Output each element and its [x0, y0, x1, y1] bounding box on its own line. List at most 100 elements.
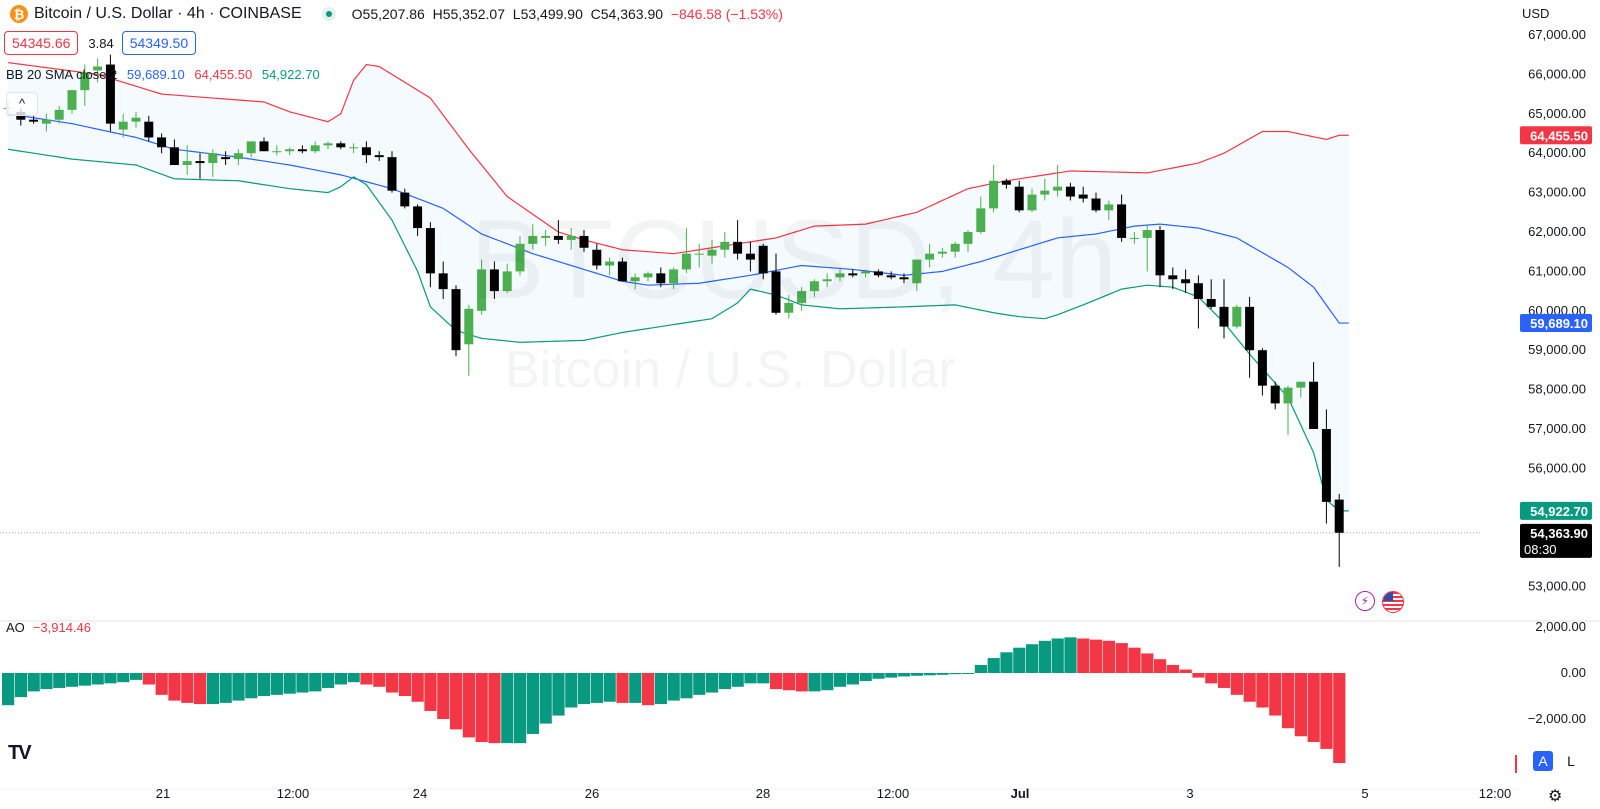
collapse-legend-button[interactable]: ^ — [6, 92, 38, 116]
candle-body[interactable] — [579, 235, 589, 248]
candle-body[interactable] — [1257, 350, 1267, 386]
candle-body[interactable] — [733, 241, 743, 254]
candle-body[interactable] — [93, 66, 103, 71]
candle-body[interactable] — [771, 271, 781, 313]
candle-body[interactable] — [29, 119, 39, 122]
bb-upper-line[interactable] — [7, 61, 1349, 255]
ao-bar[interactable] — [846, 673, 859, 685]
ao-bar[interactable] — [616, 673, 629, 703]
candle-body[interactable] — [1014, 186, 1024, 211]
ao-bar[interactable] — [795, 673, 808, 692]
candle-body[interactable] — [361, 147, 371, 156]
ao-bar[interactable] — [245, 673, 258, 699]
candle-body[interactable] — [1129, 237, 1139, 239]
candle-body[interactable] — [630, 277, 640, 282]
candle-body[interactable] — [489, 269, 499, 292]
ao-bar[interactable] — [360, 673, 373, 685]
ao-bar[interactable] — [194, 673, 207, 705]
candle-body[interactable] — [1117, 204, 1127, 238]
ao-bar[interactable] — [232, 673, 245, 701]
ao-bar[interactable] — [501, 673, 514, 744]
ao-bar[interactable] — [834, 673, 847, 687]
ao-bar[interactable] — [1077, 638, 1090, 674]
candle-body[interactable] — [233, 153, 243, 160]
ao-bar[interactable] — [1230, 673, 1243, 695]
ao-bar[interactable] — [2, 673, 15, 706]
ao-bar[interactable] — [578, 673, 591, 705]
candle-body[interactable] — [745, 253, 755, 260]
ao-bar[interactable] — [808, 673, 821, 692]
ao-bar[interactable] — [91, 673, 104, 685]
candle-body[interactable] — [310, 145, 320, 152]
candle-body[interactable] — [553, 235, 563, 240]
candle-body[interactable] — [144, 121, 154, 138]
candle-body[interactable] — [925, 253, 935, 260]
ao-bar[interactable] — [450, 673, 463, 730]
ao-bar[interactable] — [1320, 673, 1333, 749]
ao-bar[interactable] — [1102, 640, 1115, 673]
candle-body[interactable] — [464, 308, 474, 345]
ao-bar[interactable] — [1026, 644, 1039, 673]
candle-body[interactable] — [387, 157, 397, 191]
ao-bar[interactable] — [219, 673, 232, 703]
ao-bar[interactable] — [1333, 673, 1346, 764]
candle-body[interactable] — [246, 141, 256, 154]
candle-body[interactable] — [1270, 385, 1280, 404]
candle-body[interactable] — [1321, 429, 1331, 502]
candle-body[interactable] — [681, 253, 691, 270]
candle-body[interactable] — [592, 249, 602, 266]
candle-body[interactable] — [41, 119, 51, 124]
candle-body[interactable] — [1309, 381, 1319, 429]
candle-body[interactable] — [285, 149, 295, 152]
candle-body[interactable] — [297, 149, 307, 152]
ao-bar[interactable] — [923, 673, 936, 676]
ao-bar[interactable] — [718, 673, 731, 690]
candle-body[interactable] — [886, 275, 896, 278]
ao-bar[interactable] — [1090, 639, 1103, 673]
candle-body[interactable] — [451, 289, 461, 351]
candle-body[interactable] — [54, 109, 64, 120]
ao-bar[interactable] — [757, 673, 770, 684]
tradingview-logo[interactable]: TV — [8, 742, 32, 764]
ao-bar[interactable] — [885, 673, 898, 678]
ao-bar[interactable] — [1013, 647, 1026, 673]
ao-bar[interactable] — [373, 673, 386, 687]
ao-bar[interactable] — [168, 673, 181, 701]
ao-bar[interactable] — [1269, 673, 1282, 716]
candle-body[interactable] — [1334, 499, 1344, 533]
ao-bar[interactable] — [309, 673, 322, 692]
auto-scale-button[interactable]: A — [1533, 751, 1553, 771]
ao-bar[interactable] — [14, 673, 27, 698]
ao-bar[interactable] — [962, 673, 975, 674]
ao-bar[interactable] — [155, 673, 168, 695]
ao-bar[interactable] — [974, 664, 987, 673]
candle-body[interactable] — [809, 281, 819, 292]
ao-bar[interactable] — [424, 673, 437, 711]
candle-body[interactable] — [515, 243, 525, 272]
ao-bar[interactable] — [1218, 673, 1231, 688]
candle-body[interactable] — [1091, 198, 1101, 211]
lightning-event-icon[interactable]: ⚡ — [1355, 591, 1375, 611]
candle-body[interactable] — [1142, 230, 1152, 238]
candle-body[interactable] — [848, 273, 858, 276]
ao-bar[interactable] — [629, 673, 642, 703]
candle-body[interactable] — [797, 291, 807, 303]
ao-bar[interactable] — [1000, 652, 1013, 673]
ao-bar[interactable] — [590, 673, 603, 703]
ao-bar[interactable] — [283, 673, 296, 694]
ao-bar[interactable] — [1179, 669, 1192, 673]
ao-bar[interactable] — [206, 673, 219, 705]
ao-bar[interactable] — [1141, 653, 1154, 673]
ao-bar[interactable] — [117, 673, 130, 683]
ao-indicator-legend[interactable]: AO −3,914.46 — [6, 620, 91, 635]
ao-bar[interactable] — [731, 673, 744, 687]
currency-selector[interactable]: USD — [1522, 6, 1550, 21]
candle-body[interactable] — [835, 273, 845, 278]
candle-body[interactable] — [899, 277, 909, 280]
ao-bar[interactable] — [539, 673, 552, 724]
ao-bar[interactable] — [296, 673, 309, 693]
candle-body[interactable] — [425, 228, 435, 274]
candle-body[interactable] — [950, 243, 960, 252]
candle-body[interactable] — [989, 180, 999, 209]
